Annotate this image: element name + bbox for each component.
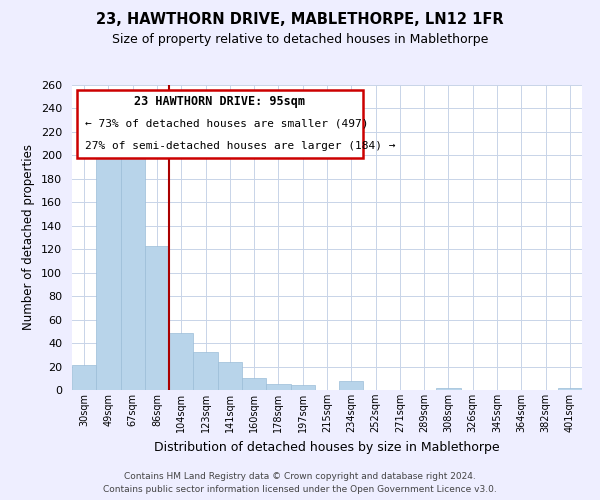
- Bar: [266, 384, 290, 390]
- Bar: [193, 352, 218, 390]
- Bar: [96, 156, 121, 390]
- Bar: [436, 388, 461, 390]
- Text: Size of property relative to detached houses in Mablethorpe: Size of property relative to detached ho…: [112, 32, 488, 46]
- Y-axis label: Number of detached properties: Number of detached properties: [22, 144, 35, 330]
- Bar: [242, 378, 266, 390]
- Text: ← 73% of detached houses are smaller (497): ← 73% of detached houses are smaller (49…: [85, 119, 368, 129]
- Bar: [169, 332, 193, 390]
- Bar: [290, 386, 315, 390]
- Text: Contains public sector information licensed under the Open Government Licence v3: Contains public sector information licen…: [103, 485, 497, 494]
- Bar: [218, 362, 242, 390]
- FancyBboxPatch shape: [77, 90, 363, 158]
- Bar: [145, 246, 169, 390]
- Bar: [339, 380, 364, 390]
- Text: 23, HAWTHORN DRIVE, MABLETHORPE, LN12 1FR: 23, HAWTHORN DRIVE, MABLETHORPE, LN12 1F…: [96, 12, 504, 28]
- Bar: [558, 388, 582, 390]
- Text: Contains HM Land Registry data © Crown copyright and database right 2024.: Contains HM Land Registry data © Crown c…: [124, 472, 476, 481]
- X-axis label: Distribution of detached houses by size in Mablethorpe: Distribution of detached houses by size …: [154, 440, 500, 454]
- Text: 27% of semi-detached houses are larger (184) →: 27% of semi-detached houses are larger (…: [85, 141, 395, 151]
- Bar: [72, 366, 96, 390]
- Bar: [121, 140, 145, 390]
- Text: 23 HAWTHORN DRIVE: 95sqm: 23 HAWTHORN DRIVE: 95sqm: [134, 96, 305, 108]
